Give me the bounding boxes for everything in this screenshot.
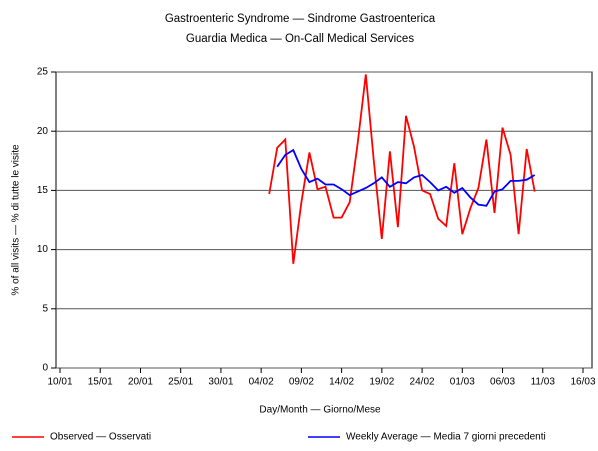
x-tick-label: 04/02 — [249, 377, 274, 388]
x-tick-label: 06/03 — [490, 377, 515, 388]
y-tick-label: 5 — [42, 303, 48, 314]
x-tick-label: 10/01 — [47, 377, 72, 388]
y-axis-label: % of all visits — % di tutte le visite — [11, 144, 22, 296]
x-tick-label: 24/02 — [410, 377, 435, 388]
y-tick-label: 20 — [37, 126, 49, 137]
x-tick-label: 25/01 — [168, 377, 193, 388]
series-line — [276, 148, 536, 207]
x-axis-label: Day/Month — Giorno/Mese — [259, 405, 381, 416]
y-tick-label: 15 — [37, 185, 49, 196]
chart-subtitle: Guardia Medica — On-Call Medical Service… — [186, 33, 414, 45]
x-tick-label: 16/03 — [570, 377, 595, 388]
legend-label: Weekly Average — Media 7 giorni preceden… — [346, 432, 546, 443]
x-tick-label: 20/01 — [128, 377, 153, 388]
legend-label: Observed — Osservati — [50, 432, 151, 443]
x-tick-label: 09/02 — [289, 377, 314, 388]
x-tick-label: 19/02 — [369, 377, 394, 388]
x-tick-label: 15/01 — [88, 377, 113, 388]
x-tick-label: 01/03 — [450, 377, 475, 388]
chart-title: Gastroenteric Syndrome — Sindrome Gastro… — [165, 13, 436, 25]
series-line — [268, 74, 536, 264]
x-tick-label: 30/01 — [208, 377, 233, 388]
y-tick-label: 10 — [37, 244, 49, 255]
plot-frame — [55, 71, 593, 369]
y-tick-label: 25 — [37, 67, 49, 78]
x-tick-label: 11/03 — [531, 377, 556, 388]
x-tick-label: 14/02 — [329, 377, 354, 388]
y-tick-label: 0 — [42, 363, 48, 374]
